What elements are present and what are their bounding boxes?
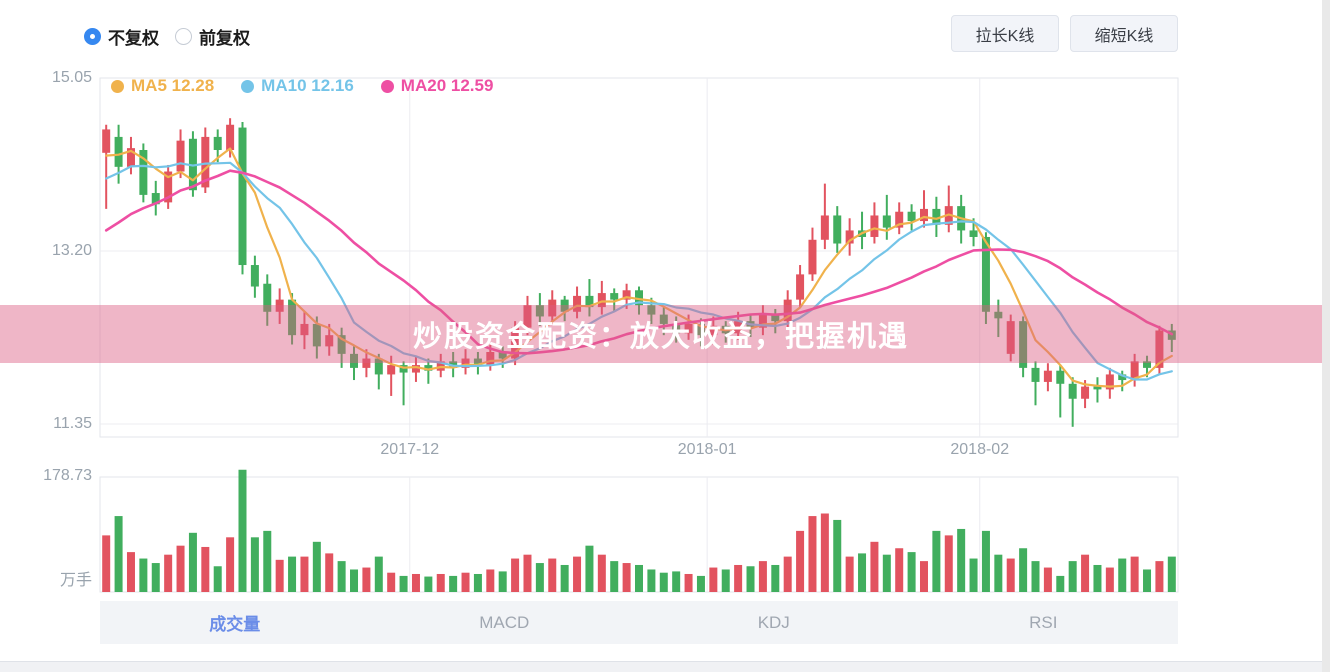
x-axis-label-feb: 2018-02	[950, 441, 1010, 458]
volume-tab[interactable]: 成交量	[209, 615, 261, 634]
promo-banner: 炒股资金配资：放大收益，把握机遇	[0, 305, 1322, 363]
footer-divider	[0, 661, 1330, 672]
radio-no-adjust[interactable]: 不复权	[84, 24, 159, 49]
radio-selected-icon	[84, 28, 101, 45]
legend-ma10[interactable]: MA10 12.16	[241, 76, 354, 96]
radio-unselected-icon	[175, 28, 192, 45]
ma20-label: MA20 12.59	[400, 76, 494, 95]
adjust-mode-radio-group: 不复权 前复权	[84, 24, 250, 49]
promo-banner-text: 炒股资金配资：放大收益，把握机遇	[412, 321, 909, 353]
x-axis-label-jan: 2018-01	[677, 441, 737, 458]
price-axis-label-top: 15.05	[51, 69, 92, 86]
ma10-label: MA10 12.16	[261, 76, 354, 95]
ma5-label: MA5 12.28	[131, 76, 215, 95]
page-scrollbar[interactable]	[1322, 0, 1330, 672]
lengthen-kline-button[interactable]: 拉长K线	[951, 15, 1059, 52]
rsi-tab[interactable]: RSI	[1029, 612, 1058, 632]
legend-ma5[interactable]: MA5 12.28	[111, 76, 214, 96]
radio-forward-adjust[interactable]: 前复权	[175, 24, 250, 49]
volume-max-label: 178.73	[43, 467, 92, 484]
legend-ma20[interactable]: MA20 12.59	[380, 76, 494, 96]
radio-no-adjust-label: 不复权	[108, 29, 159, 48]
price-axis-label-bottom: 11.35	[53, 415, 92, 432]
volume-unit-label: 万手	[59, 572, 92, 589]
radio-forward-adjust-label: 前复权	[199, 29, 250, 48]
ma-legend: MA5 12.28 MA10 12.16 MA20 12.59	[111, 76, 493, 96]
kdj-tab[interactable]: KDJ	[757, 612, 790, 632]
shorten-kline-button[interactable]: 缩短K线	[1070, 15, 1178, 52]
indicator-tabbar: 成交量 MACD KDJ RSI	[100, 601, 1178, 644]
macd-tab[interactable]: MACD	[479, 612, 530, 632]
ma20-dot-icon	[380, 79, 394, 93]
ma10-dot-icon	[241, 79, 255, 93]
ma5-dot-icon	[111, 79, 124, 93]
x-axis-label-dec: 2017-12	[380, 441, 440, 458]
price-axis-label-middle: 13.20	[51, 242, 92, 259]
